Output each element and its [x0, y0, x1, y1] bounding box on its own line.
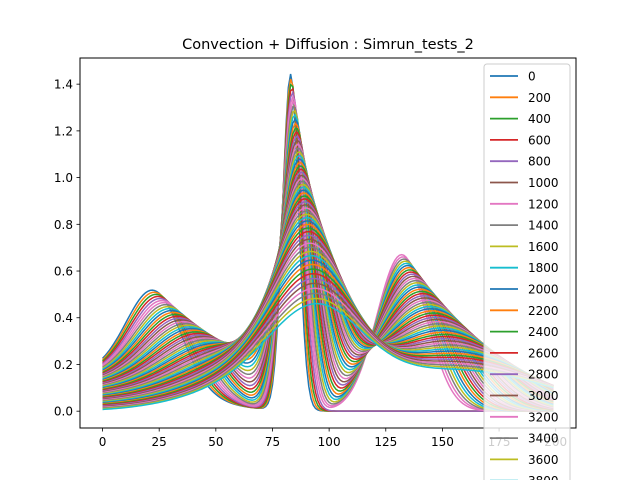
- legend-label: 3000: [528, 389, 559, 403]
- series-line: [102, 135, 554, 412]
- series-line: [102, 297, 554, 410]
- series-line: [102, 131, 554, 412]
- series-line: [102, 227, 554, 398]
- x-tick-label: 125: [374, 435, 397, 449]
- x-tick-label: 100: [318, 435, 341, 449]
- legend-label: 200: [528, 91, 551, 105]
- x-tick-label: 0: [99, 435, 107, 449]
- legend-label: 3400: [528, 432, 559, 446]
- series-line: [102, 246, 554, 402]
- legend-label: 2000: [528, 283, 559, 297]
- y-tick-label: 1.4: [54, 78, 73, 92]
- legend-label: 2400: [528, 325, 559, 339]
- y-tick-label: 1.2: [54, 124, 73, 138]
- series-line: [102, 259, 554, 404]
- y-tick-label: 0.6: [54, 265, 73, 279]
- series-line: [102, 127, 554, 412]
- legend-label: 3200: [528, 410, 559, 424]
- series-line: [102, 117, 554, 412]
- y-axis: 0.0 0.2 0.4 0.6 0.8 1.0 1.2 1.4: [54, 78, 80, 419]
- series-line: [102, 292, 554, 409]
- series-line: [102, 143, 554, 412]
- legend-label: 600: [528, 133, 551, 147]
- series-line: [102, 287, 554, 409]
- x-tick-label: 75: [265, 435, 280, 449]
- series-line: [102, 250, 554, 403]
- legend-label: 1200: [528, 197, 559, 211]
- series-line: [102, 263, 554, 405]
- series-line: [102, 113, 554, 412]
- legend-label: 0: [528, 70, 536, 84]
- legend-label: 2600: [528, 346, 559, 360]
- legend-label: 1800: [528, 261, 559, 275]
- x-tick-label: 50: [208, 435, 223, 449]
- series-line: [102, 268, 554, 406]
- series-line: [102, 282, 554, 408]
- legend-label: 3600: [528, 453, 559, 467]
- series-line: [102, 139, 554, 412]
- y-tick-label: 0.4: [54, 311, 73, 325]
- legend-label: 3800: [528, 474, 559, 480]
- series-line: [102, 277, 554, 407]
- series-line: [102, 230, 554, 399]
- series-line: [102, 254, 554, 404]
- legend-label: 1400: [528, 219, 559, 233]
- legend: 0 200 400 600 800 1000 1200 1400 1600 1800 2000 220…: [483, 63, 571, 480]
- legend-box: [483, 63, 571, 480]
- legend-label: 2200: [528, 304, 559, 318]
- series-line: [102, 272, 554, 406]
- legend-label: 800: [528, 155, 551, 169]
- y-tick-label: 0.8: [54, 218, 73, 232]
- chart-title: Convection + Diffusion : Simrun_tests_2: [182, 37, 474, 53]
- series-line: [102, 122, 554, 412]
- legend-label: 2800: [528, 368, 559, 382]
- series-line: [102, 302, 554, 411]
- plot-frame: [79, 57, 577, 429]
- legend-label: 1600: [528, 240, 559, 254]
- y-tick-label: 1.0: [54, 171, 73, 185]
- x-tick-label: 150: [431, 435, 454, 449]
- series-line: [102, 238, 554, 401]
- series-line: [102, 234, 554, 400]
- legend-label: 400: [528, 112, 551, 126]
- legend-label: 1000: [528, 176, 559, 190]
- series-line: [102, 151, 554, 412]
- y-tick-label: 0.0: [54, 405, 73, 419]
- series-line: [102, 242, 554, 401]
- series-line: [102, 147, 554, 412]
- y-tick-label: 0.2: [54, 358, 73, 372]
- series-group: [101, 73, 554, 412]
- x-tick-label: 25: [152, 435, 167, 449]
